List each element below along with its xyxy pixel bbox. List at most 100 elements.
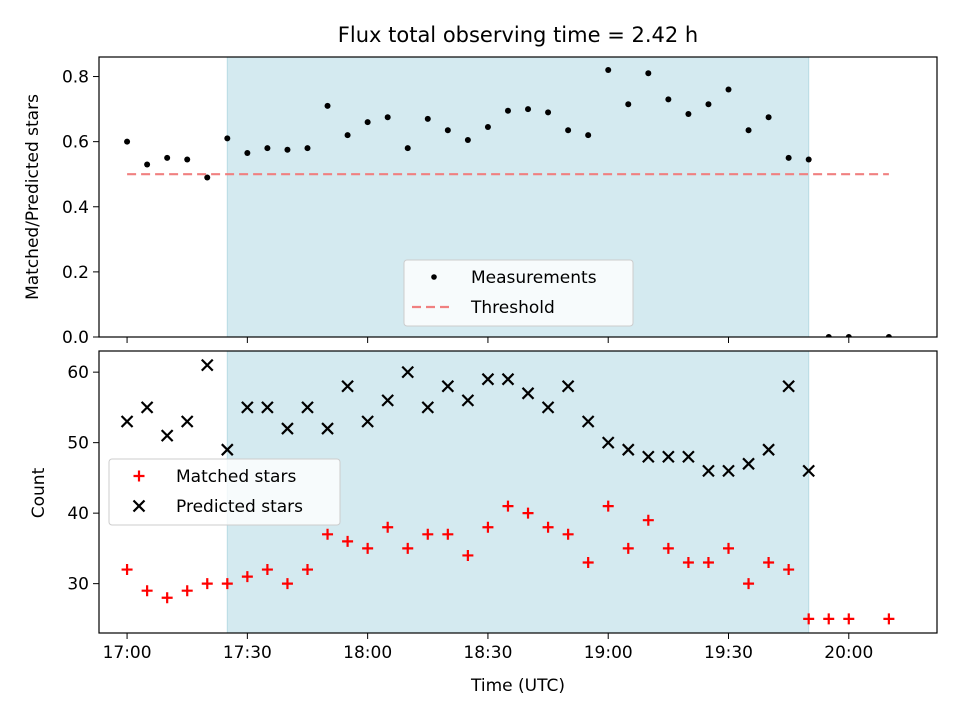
y-tick-label: 30 bbox=[67, 575, 89, 595]
matched-star-point bbox=[482, 521, 494, 533]
measurement-point bbox=[304, 145, 311, 152]
y-tick-label: 0.0 bbox=[62, 328, 89, 348]
matched-star-point bbox=[642, 514, 654, 526]
predicted-star-point bbox=[401, 365, 415, 379]
predicted-star-point bbox=[461, 394, 475, 407]
x-tick-label: 20:00 bbox=[824, 643, 873, 663]
y-tick-label: 0.6 bbox=[62, 133, 89, 153]
measurement-point bbox=[585, 132, 592, 139]
matched-star-point bbox=[702, 557, 714, 568]
y-tick-label: 0.2 bbox=[62, 263, 89, 283]
predicted-star-point bbox=[140, 401, 154, 414]
matched-star-point bbox=[301, 564, 313, 576]
measurement-point bbox=[164, 154, 171, 161]
measurement-point bbox=[504, 107, 511, 114]
x-tick-label: 18:30 bbox=[463, 643, 512, 663]
predicted-star-point bbox=[662, 450, 675, 464]
matched-star-point bbox=[281, 578, 293, 590]
measurement-point bbox=[404, 145, 411, 152]
measurement-point bbox=[885, 334, 892, 337]
measurement-point bbox=[525, 106, 532, 113]
predicted-star-point bbox=[120, 415, 134, 428]
y-tick-label: 40 bbox=[67, 504, 89, 524]
y-tick-label: 0.4 bbox=[62, 198, 89, 218]
measurement-point bbox=[464, 137, 471, 144]
series-layer bbox=[124, 67, 892, 337]
measurement-point bbox=[384, 114, 391, 121]
measurement-point bbox=[845, 334, 852, 337]
matched-star-point bbox=[883, 613, 895, 625]
measurement-point bbox=[605, 67, 612, 74]
predicted-star-point bbox=[180, 415, 194, 428]
matched-star-point bbox=[422, 528, 434, 540]
measurement-point bbox=[364, 119, 371, 126]
matched-star-point bbox=[121, 564, 133, 576]
predicted-star-point bbox=[301, 401, 314, 414]
legend: Matched stars Predicted stars bbox=[108, 458, 341, 526]
measurement-point bbox=[184, 156, 191, 163]
measurement-point bbox=[444, 127, 451, 134]
matched-star-point bbox=[161, 592, 173, 604]
measurement-point bbox=[545, 109, 552, 116]
x-tick-label: 17:00 bbox=[103, 643, 152, 663]
legend-label: Threshold bbox=[470, 298, 555, 318]
predicted-star-point bbox=[321, 422, 334, 435]
measurement-point bbox=[825, 334, 832, 337]
matched-star-point bbox=[542, 521, 554, 533]
matched-star-point bbox=[241, 571, 253, 583]
legend-label: Measurements bbox=[471, 268, 597, 288]
predicted-star-point bbox=[421, 401, 435, 414]
matched-star-point bbox=[682, 557, 694, 568]
panel-1: 0.0 0.2 0.4 0.6 0.8 Measurements Threshold bbox=[62, 56, 938, 348]
legend-box bbox=[108, 458, 341, 526]
bottom-y-axis-label: Count bbox=[29, 467, 49, 518]
measurement-point bbox=[484, 124, 491, 130]
chart-title: Flux total observing time = 2.42 h bbox=[338, 23, 698, 47]
panel-frame bbox=[98, 350, 938, 634]
legend-box bbox=[403, 259, 634, 327]
matched-star-point bbox=[622, 542, 634, 554]
matched-star-point bbox=[582, 557, 594, 568]
predicted-star-point bbox=[682, 450, 695, 464]
measurement-point bbox=[765, 114, 772, 121]
measurement-point bbox=[705, 101, 712, 108]
predicted-star-point bbox=[441, 379, 455, 393]
measurement-point bbox=[645, 70, 652, 77]
measurement-point bbox=[204, 174, 211, 181]
measurement-point bbox=[625, 101, 632, 108]
predicted-star-point bbox=[221, 443, 234, 456]
measurement-point bbox=[785, 154, 792, 161]
predicted-star-point bbox=[581, 415, 595, 428]
measurement-point bbox=[124, 138, 131, 145]
measurement-point bbox=[284, 146, 291, 153]
matched-star-point bbox=[402, 542, 414, 554]
matched-star-point bbox=[342, 535, 354, 547]
predicted-star-point bbox=[561, 379, 575, 393]
matched-star-point bbox=[462, 549, 474, 561]
predicted-star-point bbox=[601, 436, 615, 449]
predicted-star-point bbox=[621, 443, 635, 456]
measurement-point bbox=[324, 102, 331, 109]
measurement-point bbox=[665, 96, 672, 103]
measurement-point bbox=[565, 127, 572, 134]
matched-star-point bbox=[382, 521, 394, 533]
predicted-star-point bbox=[702, 464, 715, 478]
x-tick-label: 17:30 bbox=[223, 643, 272, 663]
predicted-star-point bbox=[802, 464, 815, 478]
predicted-star-point bbox=[241, 401, 254, 414]
matched-star-point bbox=[362, 542, 374, 554]
measurement-point bbox=[144, 161, 151, 168]
matched-star-point bbox=[522, 507, 534, 519]
legend-label: Matched stars bbox=[176, 467, 296, 487]
matched-star-point bbox=[562, 528, 574, 540]
measurement-point bbox=[264, 145, 271, 152]
predicted-star-point bbox=[742, 457, 755, 471]
matched-star-point bbox=[221, 578, 233, 590]
measurement-point bbox=[805, 156, 812, 163]
measurement-point bbox=[224, 135, 231, 142]
matched-star-point bbox=[763, 557, 775, 568]
measurement-point bbox=[424, 115, 431, 122]
x-axis-label: Time (UTC) bbox=[470, 676, 565, 696]
matched-star-point bbox=[662, 542, 674, 554]
